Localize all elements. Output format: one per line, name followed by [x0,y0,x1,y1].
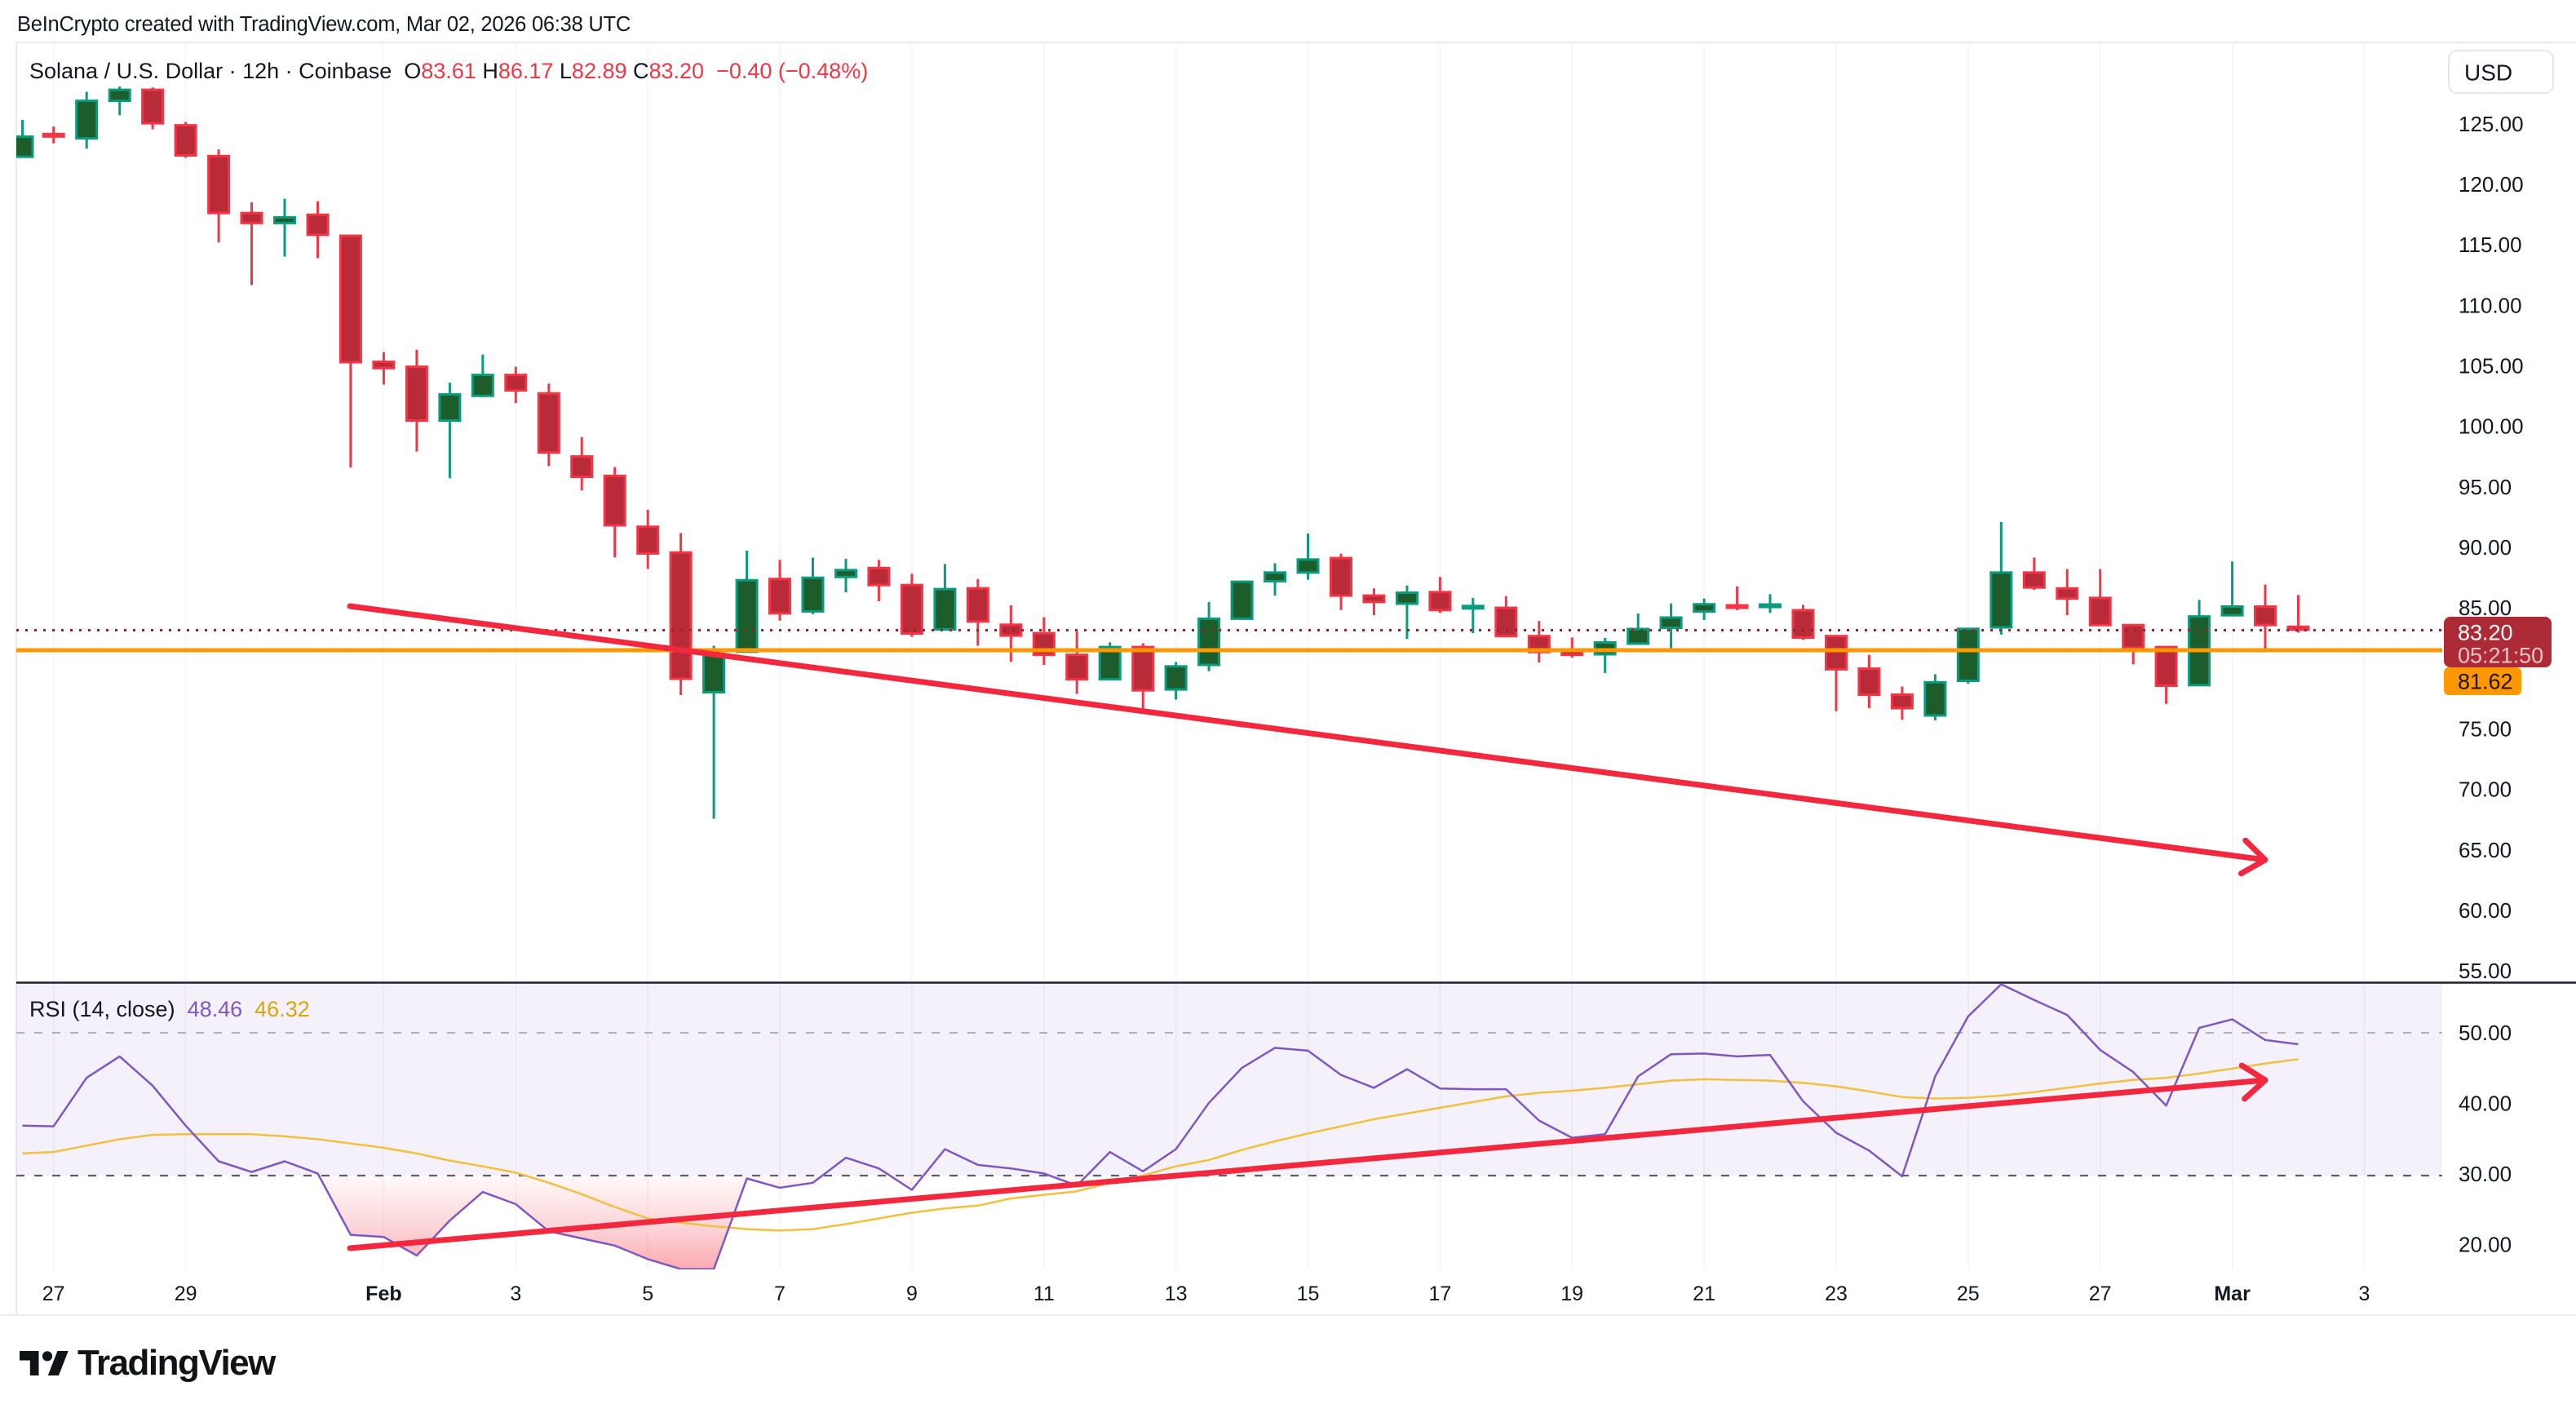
svg-text:85.00: 85.00 [2459,596,2512,620]
svg-text:Solana / U.S. Dollar · 12h · C: Solana / U.S. Dollar · 12h · Coinbase O8… [29,59,868,83]
svg-text:81.62: 81.62 [2458,670,2513,694]
svg-text:RSI (14, close) 48.46 46.32: RSI (14, close) 48.46 46.32 [29,997,310,1021]
svg-text:20.00: 20.00 [2459,1233,2512,1257]
svg-text:Feb: Feb [365,1282,401,1305]
svg-text:15: 15 [1297,1282,1320,1305]
svg-text:55.00: 55.00 [2459,959,2512,983]
svg-text:110.00: 110.00 [2459,293,2522,317]
svg-text:13: 13 [1165,1282,1188,1305]
svg-text:23: 23 [1825,1282,1848,1305]
svg-text:Mar: Mar [2214,1282,2251,1305]
svg-text:9: 9 [906,1282,918,1305]
svg-text:3: 3 [510,1282,521,1305]
svg-text:120.00: 120.00 [2459,172,2524,197]
svg-text:5: 5 [642,1282,653,1305]
svg-text:29: 29 [175,1282,197,1305]
svg-text:25: 25 [1957,1282,1980,1305]
svg-text:30.00: 30.00 [2459,1162,2512,1186]
svg-text:27: 27 [42,1282,65,1305]
svg-text:TradingView: TradingView [77,1343,277,1383]
svg-text:21: 21 [1693,1282,1715,1305]
svg-text:83.20: 83.20 [2458,621,2513,645]
svg-text:40.00: 40.00 [2459,1092,2512,1116]
svg-text:USD: USD [2464,60,2512,86]
svg-text:95.00: 95.00 [2459,475,2512,499]
svg-text:125.00: 125.00 [2459,112,2524,136]
svg-text:3: 3 [2358,1282,2370,1305]
svg-text:50.00: 50.00 [2459,1021,2512,1045]
svg-text:105.00: 105.00 [2459,354,2524,379]
svg-text:19: 19 [1560,1282,1583,1305]
svg-text:65.00: 65.00 [2459,838,2512,862]
svg-text:17: 17 [1428,1282,1451,1305]
svg-text:7: 7 [774,1282,786,1305]
svg-text:100.00: 100.00 [2459,414,2524,439]
svg-text:90.00: 90.00 [2459,535,2512,560]
svg-text:60.00: 60.00 [2459,898,2512,923]
svg-text:70.00: 70.00 [2459,777,2512,802]
svg-text:75.00: 75.00 [2459,717,2512,742]
svg-text:27: 27 [2089,1282,2112,1305]
svg-text:11: 11 [1033,1282,1055,1305]
svg-text:05:21:50: 05:21:50 [2458,644,2543,668]
svg-text:BeInCrypto created with Tradin: BeInCrypto created with TradingView.com,… [17,13,631,36]
svg-text:115.00: 115.00 [2459,233,2522,257]
